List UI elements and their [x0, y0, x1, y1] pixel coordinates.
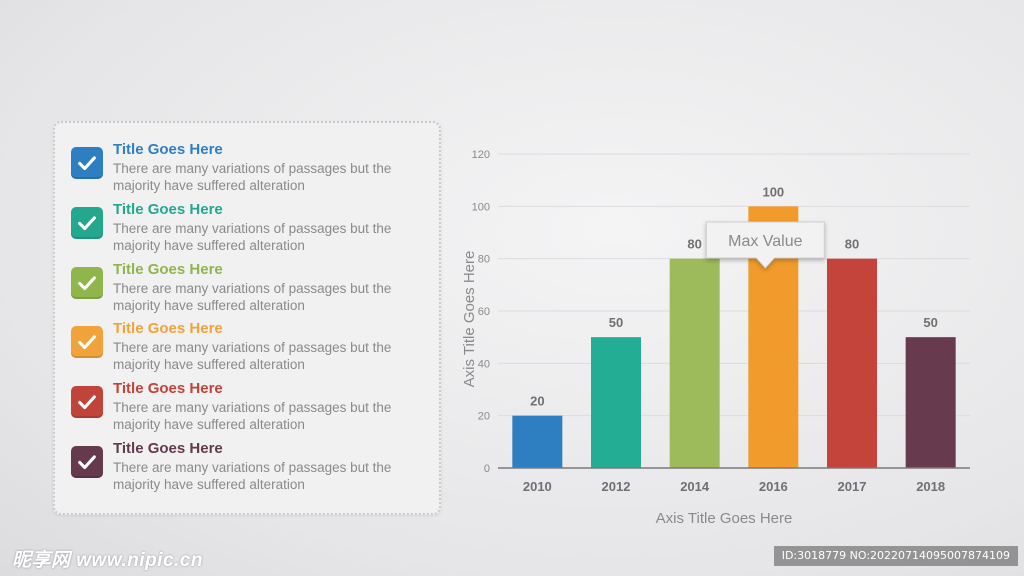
list-item-title: Title Goes Here — [113, 141, 223, 158]
chart-bars — [512, 206, 956, 468]
y-tick-label: 100 — [472, 201, 490, 213]
list-item-title: Title Goes Here — [113, 260, 223, 278]
callout-text: Max Value — [728, 233, 803, 250]
bar-2014 — [669, 258, 720, 468]
y-tick-label: 40 — [478, 358, 490, 370]
checkbox-checked-icon[interactable] — [71, 386, 103, 419]
bar-chart: 0 20 40 60 80 100 120 20 2010 50 2012 80 2014 100 201… — [461, 149, 970, 527]
chart-grid: 0 20 40 60 80 100 120 — [472, 149, 970, 475]
bar-value-label: 100 — [762, 184, 784, 199]
bar-2012 — [591, 337, 641, 468]
list-item: Title Goes Here There are many variations… — [71, 440, 431, 496]
list-item-text: There are many variations of passages bu… — [113, 280, 392, 313]
bar-2018 — [905, 337, 956, 468]
list-item-text: There are many variations of passages bu… — [113, 340, 392, 373]
checkbox-checked-icon[interactable] — [71, 326, 103, 359]
checkbox-checked-icon[interactable] — [71, 266, 103, 299]
list-item-text: There are many variations of passages bu… — [113, 400, 392, 433]
x-tick-label: 2018 — [916, 479, 945, 494]
watermark-logo: 昵享网 www.nipic.cn — [12, 550, 203, 571]
list-item: Title Goes Here There are many variations… — [71, 320, 431, 376]
list-item-title: Title Goes Here — [113, 440, 223, 457]
bar-value-label: 20 — [530, 394, 544, 409]
list-item: Title Goes Here There are many variations… — [71, 380, 431, 436]
x-tick-label: 2017 — [838, 479, 867, 494]
checkbox-checked-icon[interactable] — [71, 446, 103, 478]
y-tick-label: 60 — [478, 306, 490, 318]
y-tick-label: 120 — [472, 149, 490, 161]
y-tick-label: 80 — [478, 254, 490, 266]
chart-labels: 20 2010 50 2012 80 2014 100 2016 80 2017 50 2018 — [523, 184, 945, 494]
x-tick-label: 2012 — [602, 479, 631, 494]
bar-value-label: 50 — [609, 315, 623, 330]
list-item: Title Goes Here There are many variations… — [71, 141, 431, 197]
checkbox-checked-icon[interactable] — [71, 206, 103, 239]
y-tick-label: 20 — [478, 411, 490, 423]
x-tick-label: 2014 — [680, 479, 710, 494]
bar-value-label: 80 — [845, 237, 859, 252]
list-item-title: Title Goes Here — [113, 200, 223, 218]
list-item-title: Title Goes Here — [113, 380, 223, 398]
x-axis-title: Axis Title Goes Here — [656, 510, 793, 527]
bar-2017 — [827, 258, 877, 468]
list-item-text: There are many variations of passages bu… — [113, 161, 392, 193]
list-item-text: There are many variations of passages bu… — [113, 460, 392, 492]
x-tick-label: 2016 — [759, 479, 788, 494]
bar-2010 — [512, 415, 563, 468]
checkbox-checked-icon[interactable] — [71, 147, 103, 179]
watermark-id: ID:3018779 NO:20220714095007874109 — [773, 546, 1018, 566]
callout-shape — [705, 221, 825, 269]
bar-value-label: 80 — [687, 237, 701, 252]
feature-list-panel: Title Goes Here There are many variations… — [53, 121, 441, 515]
max-value-callout: Max Value — [705, 221, 825, 269]
list-item: Title Goes Here There are many variations… — [71, 261, 431, 317]
x-tick-label: 2010 — [523, 479, 552, 494]
list-item: Title Goes Here There are many variations… — [71, 201, 431, 257]
list-item-text: There are many variations of passages bu… — [113, 220, 392, 253]
y-axis-title: Axis Title Goes Here — [461, 251, 478, 388]
y-tick-label: 0 — [484, 463, 490, 475]
list-item-title: Title Goes Here — [113, 320, 223, 338]
bar-value-label: 50 — [923, 315, 937, 330]
